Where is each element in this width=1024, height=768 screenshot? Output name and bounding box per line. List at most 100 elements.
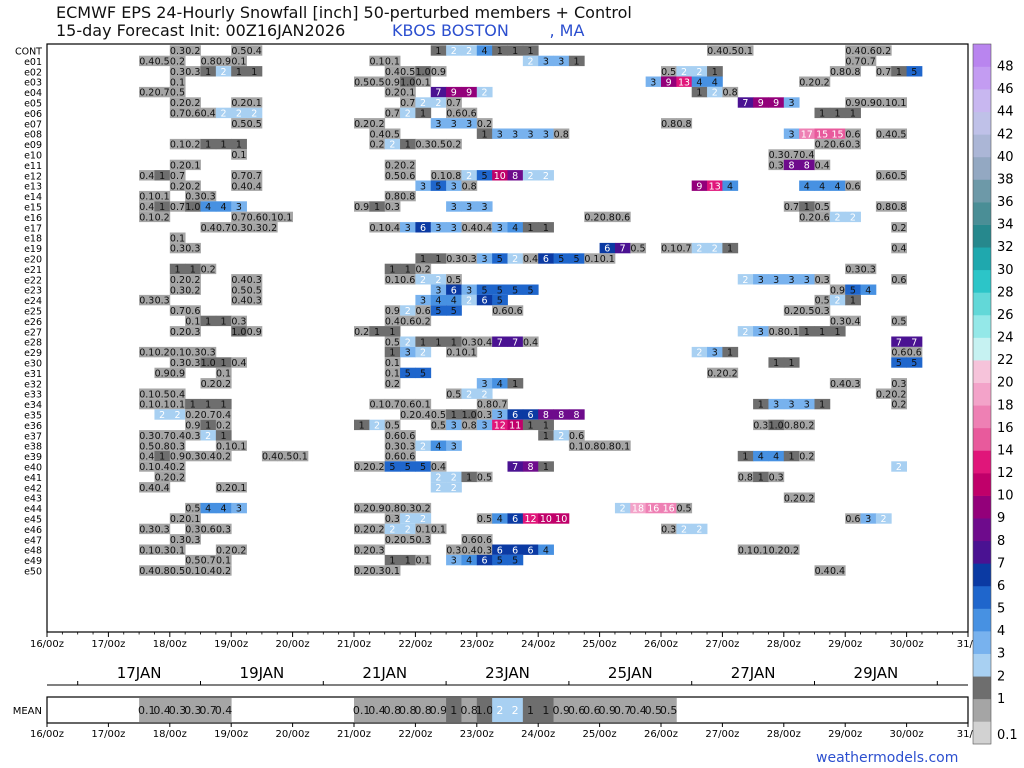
snow-cell: [400, 76, 416, 87]
cell-value: 1: [466, 473, 472, 484]
snow-cell: [185, 554, 201, 566]
snow-cell: [661, 76, 677, 87]
snow-cell: [845, 107, 861, 119]
cell-value: 5: [911, 358, 917, 369]
snow-cell: [906, 346, 923, 358]
snow-cell: [185, 450, 201, 462]
member-label: e49: [24, 556, 42, 567]
snow-cell: [783, 97, 800, 108]
cell-value: 0.6: [845, 514, 860, 525]
cell-value: 1: [804, 202, 810, 213]
snow-cell: [430, 336, 447, 347]
cell-value: 0.1: [891, 98, 906, 109]
member-label: e25: [24, 307, 42, 318]
snow-cell: [661, 118, 677, 129]
member-label: e19: [24, 244, 42, 255]
mean-cell: [384, 698, 401, 722]
colorbar-swatch: [973, 292, 991, 316]
snow-cell: [400, 502, 416, 514]
cell-value: 0.8: [385, 504, 400, 515]
snow-cell: [139, 388, 155, 399]
mean-value: 0.7: [614, 704, 632, 717]
snow-cell: [829, 138, 846, 150]
cell-value: 0.7: [385, 400, 400, 411]
snow-cell: [215, 55, 232, 67]
cell-value: 1: [850, 296, 856, 307]
colorbar-label: 14: [997, 443, 1014, 458]
cell-value: 3: [558, 57, 564, 68]
cell-value: 0.4: [231, 296, 246, 307]
snow-cell: [845, 378, 861, 389]
snow-cell: [384, 346, 401, 358]
cell-value: 7: [512, 337, 518, 348]
cell-value: 0.5: [247, 119, 262, 130]
member-label: e36: [24, 421, 42, 432]
snow-cell: [246, 274, 263, 285]
cell-value: 8: [528, 462, 534, 473]
cell-value: 0.3: [170, 67, 185, 78]
snow-cell: [215, 222, 232, 233]
snow-cell: [707, 367, 723, 379]
cell-value: 0.1: [385, 275, 400, 286]
member-label: e17: [24, 223, 42, 234]
snow-cell: [522, 253, 539, 264]
cell-value: 0.3: [446, 545, 461, 556]
snow-cell: [231, 274, 247, 285]
snow-cell: [169, 76, 186, 87]
cell-value: 0.3: [201, 348, 216, 359]
snow-cell: [215, 367, 232, 379]
member-label: e16: [24, 213, 42, 224]
snow-cell: [799, 201, 815, 212]
snow-cell: [139, 398, 155, 410]
mean-cell: [522, 698, 539, 722]
snow-cell: [200, 450, 217, 462]
snow-cell: [415, 253, 432, 264]
colorbar-swatch: [973, 89, 991, 113]
snow-cell: [507, 461, 524, 472]
snow-cell: [461, 388, 478, 399]
site-credit[interactable]: weathermodels.com: [816, 750, 959, 766]
cell-value: 6: [512, 514, 518, 525]
snow-cell: [415, 367, 432, 379]
snow-cell: [200, 357, 217, 368]
snow-cell: [507, 284, 524, 295]
snow-cell: [845, 45, 861, 56]
colorbar-label: 8: [997, 534, 1005, 549]
cell-value: 3: [451, 119, 457, 130]
cell-value: 0.5: [446, 275, 461, 286]
cell-value: 0.4: [139, 57, 154, 68]
snow-cell: [783, 159, 800, 171]
cell-value: 1: [543, 421, 549, 432]
snow-cell: [169, 430, 186, 441]
cell-value: 0.3: [369, 566, 384, 577]
snow-cell: [522, 45, 539, 56]
member-label: e03: [24, 78, 42, 89]
snow-cell: [522, 513, 539, 524]
snow-cell: [568, 440, 585, 451]
cell-value: 13: [709, 181, 721, 192]
snow-cell: [354, 523, 370, 535]
cell-value: 1: [451, 337, 457, 348]
cell-value: 0.6: [815, 213, 830, 224]
cell-value: 6: [528, 545, 534, 556]
snow-cell: [200, 430, 217, 441]
snow-cell: [185, 513, 201, 524]
cell-value: 0.2: [891, 400, 906, 411]
snow-cell: [753, 398, 769, 410]
snow-cell: [415, 263, 432, 275]
snow-cell: [400, 450, 416, 462]
snow-cell: [568, 430, 585, 441]
cell-value: 1: [405, 265, 411, 276]
snow-cell: [891, 461, 907, 472]
cell-value: 0.8: [830, 67, 845, 78]
snow-cell: [384, 461, 401, 472]
snow-cell: [384, 170, 401, 181]
cell-value: 3: [512, 129, 518, 140]
colorbar-swatch: [973, 676, 991, 700]
snow-cell: [154, 294, 171, 306]
cell-value: 3: [758, 327, 764, 338]
date-label: 29JAN: [854, 664, 899, 682]
cell-value: 0.5: [799, 306, 814, 317]
cell-value: 6: [481, 556, 487, 567]
cell-value: 1: [420, 337, 426, 348]
